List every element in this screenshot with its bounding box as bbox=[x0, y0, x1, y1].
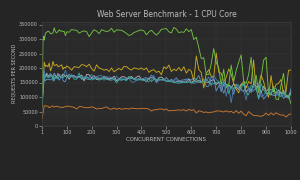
Y-axis label: REQUESTS PER SECOND: REQUESTS PER SECOND bbox=[11, 44, 16, 104]
Nginx Mainline bbox=[289, 93, 293, 95]
Cherokee bbox=[40, 97, 44, 100]
Nginx Stable bbox=[61, 68, 65, 70]
Apache bbox=[224, 110, 228, 112]
OpenLiteSpeed bbox=[40, 107, 44, 110]
Nginx Stable bbox=[200, 71, 203, 74]
OpenLiteSpeed bbox=[230, 64, 233, 66]
Lighttpd bbox=[224, 84, 228, 86]
Apache bbox=[49, 106, 52, 108]
Apache bbox=[42, 105, 46, 107]
Cherokee bbox=[224, 85, 228, 87]
Line: Lighttpd: Lighttpd bbox=[42, 73, 291, 103]
Varnish bbox=[224, 84, 228, 86]
Varnish bbox=[61, 77, 65, 79]
X-axis label: CONCURRENT CONNECTIONS: CONCURRENT CONNECTIONS bbox=[127, 137, 206, 141]
Nginx Mainline bbox=[202, 80, 206, 82]
OpenLiteSpeed bbox=[61, 31, 65, 33]
Nginx Stable bbox=[40, 105, 44, 108]
Cherokee bbox=[61, 79, 65, 81]
Nginx Stable bbox=[289, 69, 293, 71]
Nginx Stable bbox=[230, 73, 233, 75]
Cherokee bbox=[68, 73, 71, 75]
Apache bbox=[40, 118, 44, 120]
Varnish bbox=[100, 77, 103, 80]
Cherokee bbox=[262, 98, 266, 100]
Apache bbox=[289, 113, 293, 115]
Line: Varnish: Varnish bbox=[42, 73, 291, 103]
Lighttpd bbox=[202, 80, 206, 82]
Lighttpd bbox=[289, 91, 293, 93]
Lighttpd bbox=[230, 87, 233, 89]
Nginx Mainline bbox=[230, 102, 233, 104]
Lighttpd bbox=[62, 74, 66, 76]
Cherokee bbox=[47, 78, 51, 81]
OpenLiteSpeed bbox=[47, 31, 51, 33]
Varnish bbox=[77, 72, 81, 74]
Lighttpd bbox=[49, 75, 52, 77]
Title: Web Server Benchmark - 1 CPU Core: Web Server Benchmark - 1 CPU Core bbox=[97, 10, 236, 19]
Cherokee bbox=[202, 78, 206, 80]
Apache bbox=[100, 107, 103, 110]
Line: Apache: Apache bbox=[42, 106, 291, 119]
Cherokee bbox=[289, 87, 293, 90]
Nginx Mainline bbox=[47, 77, 51, 79]
Varnish bbox=[47, 76, 51, 78]
Nginx Mainline bbox=[100, 75, 103, 77]
Lighttpd bbox=[100, 78, 103, 80]
Nginx Stable bbox=[97, 67, 101, 69]
Legend: Cherokee, Apache, Lighttpd, Nginx Stable, Nginx Mainline, OpenLiteSpeed, Varnish: Cherokee, Apache, Lighttpd, Nginx Stable… bbox=[56, 179, 277, 180]
Varnish bbox=[202, 80, 206, 82]
OpenLiteSpeed bbox=[202, 57, 206, 59]
Apache bbox=[62, 106, 66, 108]
Varnish bbox=[40, 102, 44, 104]
Lighttpd bbox=[45, 72, 49, 74]
Nginx Stable bbox=[224, 76, 228, 78]
Cherokee bbox=[230, 85, 233, 87]
OpenLiteSpeed bbox=[97, 33, 101, 35]
OpenLiteSpeed bbox=[289, 103, 293, 105]
Nginx Mainline bbox=[64, 69, 67, 71]
OpenLiteSpeed bbox=[224, 87, 228, 89]
Line: Nginx Stable: Nginx Stable bbox=[42, 53, 291, 107]
Apache bbox=[230, 110, 233, 112]
Nginx Mainline bbox=[224, 95, 228, 97]
Apache bbox=[202, 111, 206, 114]
Nginx Mainline bbox=[61, 77, 65, 79]
Line: Nginx Mainline: Nginx Mainline bbox=[42, 70, 291, 103]
Nginx Stable bbox=[214, 52, 218, 54]
Varnish bbox=[230, 86, 233, 88]
Nginx Stable bbox=[47, 62, 51, 64]
Cherokee bbox=[100, 77, 103, 79]
Line: OpenLiteSpeed: OpenLiteSpeed bbox=[42, 27, 291, 109]
OpenLiteSpeed bbox=[172, 26, 176, 28]
Varnish bbox=[289, 93, 293, 95]
Lighttpd bbox=[40, 102, 44, 104]
Nginx Mainline bbox=[40, 102, 44, 104]
Line: Cherokee: Cherokee bbox=[42, 74, 291, 99]
